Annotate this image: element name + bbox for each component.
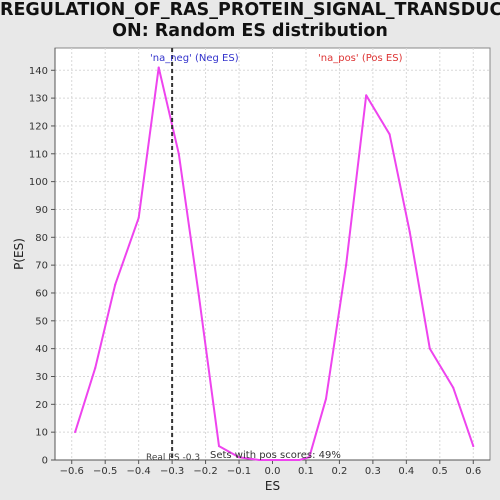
- pos-es-label: 'na_pos' (Pos ES): [318, 53, 403, 64]
- x-axis-label: ES: [265, 479, 280, 493]
- x-tick-label: 0.4: [398, 466, 414, 477]
- x-tick-label: 0.0: [265, 466, 281, 477]
- x-tick-label: 0.2: [331, 466, 347, 477]
- x-tick-label: −0.3: [160, 466, 184, 477]
- x-tick-label: −0.4: [127, 466, 151, 477]
- x-tick-label: −0.6: [60, 466, 84, 477]
- neg-es-label: 'na_neg' (Neg ES): [150, 53, 239, 64]
- data-point: [325, 397, 328, 400]
- y-tick-label: 0: [42, 456, 48, 467]
- x-tick-label: −0.1: [227, 466, 251, 477]
- data-point: [177, 152, 180, 155]
- y-tick-label: 100: [29, 177, 48, 188]
- x-tick-label: 0.3: [365, 466, 381, 477]
- data-point: [472, 445, 475, 448]
- y-tick-label: 20: [35, 400, 48, 411]
- y-axis-label: P(ES): [12, 238, 26, 270]
- data-point: [217, 445, 220, 448]
- y-tick-label: 130: [29, 94, 48, 105]
- data-point: [428, 347, 431, 350]
- data-point: [157, 66, 160, 69]
- chart-title: REGULATION_OF_RAS_PROTEIN_SIGNAL_TRANSDU…: [0, 0, 500, 42]
- pos-scores-label: Sets with pos scores: 49%: [210, 450, 341, 461]
- data-point: [388, 133, 391, 136]
- y-tick-label: 50: [35, 316, 48, 327]
- y-tick-label: 80: [35, 233, 48, 244]
- y-tick-label: 40: [35, 344, 48, 355]
- real-es-label: Real ES -0.3: [146, 453, 200, 463]
- data-point: [408, 230, 411, 233]
- chart-title-line-1: REGULATION_OF_RAS_PROTEIN_SIGNAL_TRANSDU…: [0, 0, 500, 20]
- x-tick-label: −0.5: [93, 466, 117, 477]
- y-tick-label: 60: [35, 288, 48, 299]
- chart-title-line-2: ON: Random ES distribution: [112, 21, 388, 41]
- data-point: [308, 456, 311, 459]
- data-point: [258, 459, 261, 461]
- x-tick-label: 0.6: [465, 466, 481, 477]
- y-tick-label: 30: [35, 372, 48, 383]
- x-tick-label: 0.5: [432, 466, 448, 477]
- data-point: [298, 459, 301, 461]
- data-point: [452, 386, 455, 389]
- y-tick-label: 110: [29, 149, 48, 160]
- data-point: [94, 367, 97, 370]
- x-tick-label: 0.1: [298, 466, 314, 477]
- y-tick-label: 70: [35, 261, 48, 272]
- data-point: [197, 294, 200, 297]
- data-point: [365, 94, 368, 97]
- y-tick-label: 120: [29, 121, 48, 132]
- y-tick-label: 140: [29, 66, 48, 77]
- y-tick-label: 10: [35, 428, 48, 439]
- data-point: [345, 264, 348, 267]
- y-tick-label: 90: [35, 205, 48, 216]
- data-point: [278, 459, 281, 461]
- data-point: [238, 456, 241, 459]
- data-point: [74, 431, 77, 434]
- data-point: [137, 216, 140, 219]
- data-point: [114, 283, 117, 286]
- x-tick-label: −0.2: [193, 466, 217, 477]
